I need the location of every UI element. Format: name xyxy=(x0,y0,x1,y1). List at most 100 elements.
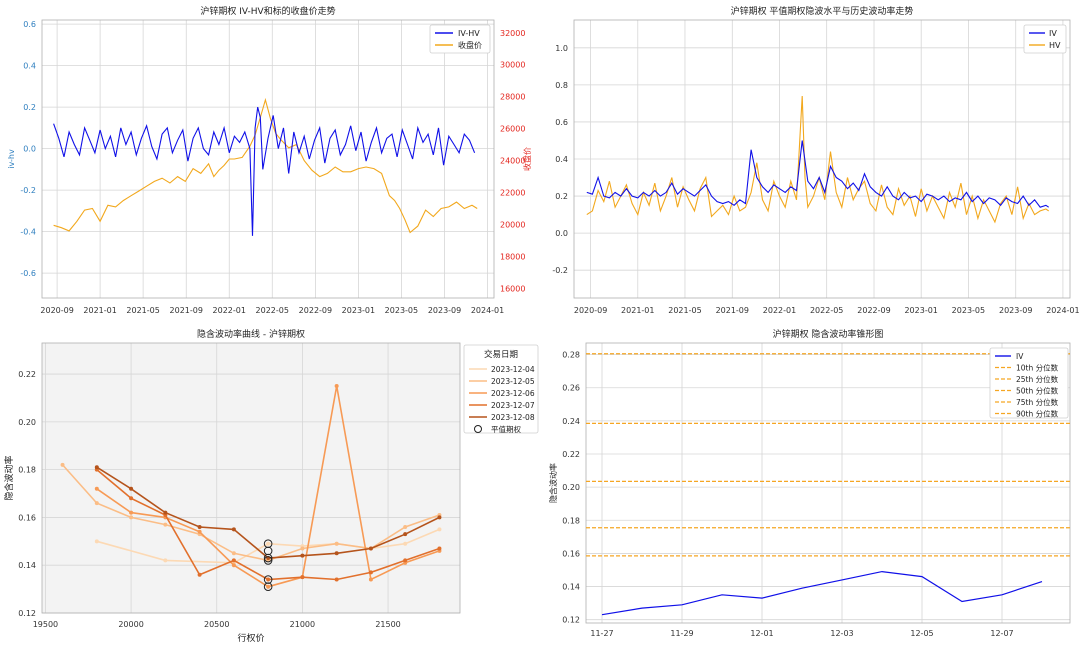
x-tick-label: 11-27 xyxy=(590,629,613,638)
series-point xyxy=(231,527,236,532)
legend-label: IV-HV xyxy=(458,29,480,38)
y-tick-label: 0.14 xyxy=(562,583,580,592)
series-point xyxy=(163,522,168,527)
y-tick-label: 30000 xyxy=(500,61,525,70)
legend-swatch xyxy=(474,425,482,433)
x-tick-label: 2023-09 xyxy=(999,306,1032,315)
plot-background xyxy=(42,343,460,613)
series-point xyxy=(266,584,271,589)
series-point xyxy=(300,546,305,551)
legend-label: 75th 分位数 xyxy=(1016,397,1059,407)
plot-frame xyxy=(41,342,461,614)
chart-title: 隐含波动率曲线 - 沪锌期权 xyxy=(197,328,305,340)
series-point xyxy=(437,527,442,532)
series-point xyxy=(368,577,373,582)
x-tick-label: 21000 xyxy=(290,620,315,629)
legend-label: 平值期权 xyxy=(491,424,521,434)
series-line-iv xyxy=(586,140,1050,208)
y-tick-label: 0.22 xyxy=(18,370,36,379)
legend-box xyxy=(989,347,1069,419)
atm-marker xyxy=(263,556,273,565)
series-point xyxy=(266,541,271,546)
plot-frame xyxy=(585,342,1071,624)
y-tick-label: 0.16 xyxy=(562,549,580,558)
legend-label: HV xyxy=(1049,41,1061,50)
y-tick-label: 0.26 xyxy=(562,384,580,393)
y-tick-label: 0.2 xyxy=(23,103,36,112)
x-tick-label: 2020-09 xyxy=(40,306,73,315)
y-tick-label: 20000 xyxy=(500,221,525,230)
x-tick-label: 20500 xyxy=(204,620,229,629)
chart-iv-smile-svg: 隐含波动率曲线 - 沪锌期权 0.12 0.14 0.16 0.18 0.20 0.22 19… xyxy=(3,328,539,644)
y-tick-label: 18000 xyxy=(500,252,525,261)
chart-atm-iv-hv: 沪锌期权 平值期权隐波水平与历史波动率走势 -0.2 0.0 0.2 0.4 0.6 0.8… xyxy=(540,0,1080,323)
x-tick-label: 12-07 xyxy=(990,629,1013,638)
series-point xyxy=(368,546,373,551)
y-tick-label: 0.22 xyxy=(562,450,580,459)
y-tick-label: 0.20 xyxy=(562,483,580,492)
series-point xyxy=(129,496,134,501)
series-point xyxy=(403,541,408,546)
series-point xyxy=(94,501,99,506)
x-tick-label: 2024-01 xyxy=(1046,306,1079,315)
y-axis-label-right: 收盘价 xyxy=(522,147,532,171)
series-point xyxy=(368,570,373,575)
legend-box xyxy=(429,24,491,54)
y-tick-label: 0.4 xyxy=(23,62,36,71)
y-tick-label: 24000 xyxy=(500,157,525,166)
legend-title: 交易日期 xyxy=(484,349,518,360)
series-point xyxy=(163,558,168,563)
x-tick-label: 2021-01 xyxy=(621,306,654,315)
x-tick-label: 12-05 xyxy=(910,629,933,638)
series-point xyxy=(334,384,339,389)
legend-label: 2023-12-05 xyxy=(491,377,535,386)
y-axis-label: 隐含波动率 xyxy=(3,455,15,500)
legend-label: 2023-12-04 xyxy=(491,365,535,374)
series-point xyxy=(94,465,99,470)
series-point xyxy=(231,551,236,556)
y-tick-label: 28000 xyxy=(500,93,525,102)
series-point xyxy=(197,572,202,577)
x-tick-label: 2023-01 xyxy=(342,306,375,315)
chart-title: 沪锌期权 IV-HV和标的收盘价走势 xyxy=(200,5,335,17)
series-point xyxy=(197,529,202,534)
series-point xyxy=(197,524,202,529)
series-point xyxy=(60,462,65,467)
x-tick-label: 2021-05 xyxy=(126,306,159,315)
legend-label: 2023-12-07 xyxy=(491,401,535,410)
x-tick-label: 2024-01 xyxy=(471,306,504,315)
y-tick-label: 0.16 xyxy=(18,513,36,522)
legend-label: 50th 分位数 xyxy=(1016,386,1059,396)
x-tick-label: 2022-09 xyxy=(857,306,890,315)
x-tick-label: 19500 xyxy=(33,620,58,629)
y-tick-label: 22000 xyxy=(500,189,525,198)
plot-frame xyxy=(41,19,495,299)
y-axis-label-left: iv-hv xyxy=(7,149,16,169)
legend-label: 10th 分位数 xyxy=(1016,363,1059,373)
series-point xyxy=(300,553,305,558)
series-point xyxy=(94,486,99,491)
y-tick-label: 0.28 xyxy=(562,351,580,360)
series-point xyxy=(129,515,134,520)
y-tick-label: 0.0 xyxy=(555,229,568,238)
y-tick-label: 0.14 xyxy=(18,561,36,570)
y-tick-label: 0.18 xyxy=(562,516,580,525)
y-tick-label: 32000 xyxy=(500,29,525,38)
series-line-close-price xyxy=(53,97,478,234)
legend-label: 收盘价 xyxy=(458,40,482,50)
x-tick-label: 2022-05 xyxy=(256,306,289,315)
legend-label: 2023-12-08 xyxy=(491,413,535,422)
chart-iv-cone-svg: 沪锌期权 隐含波动率锥形图 0.12 0.14 0.16 0.18 0.20 0.22 0.2… xyxy=(548,328,1071,638)
y-tick-label: 0.18 xyxy=(18,466,36,475)
series-point xyxy=(403,532,408,537)
y-tick-label: 0.6 xyxy=(23,20,36,29)
x-tick-label: 2023-09 xyxy=(428,306,461,315)
legend-label: 2023-12-06 xyxy=(491,389,535,398)
y-tick-label: -0.2 xyxy=(20,186,36,195)
series-point xyxy=(129,510,134,515)
chart-iv-cone: 沪锌期权 隐含波动率锥形图 0.12 0.14 0.16 0.18 0.20 0.22 0.2… xyxy=(540,323,1080,646)
series-point xyxy=(300,575,305,580)
y-tick-label: 0.6 xyxy=(555,118,568,127)
y-tick-label: 26000 xyxy=(500,125,525,134)
x-tick-label: 2022-09 xyxy=(299,306,332,315)
